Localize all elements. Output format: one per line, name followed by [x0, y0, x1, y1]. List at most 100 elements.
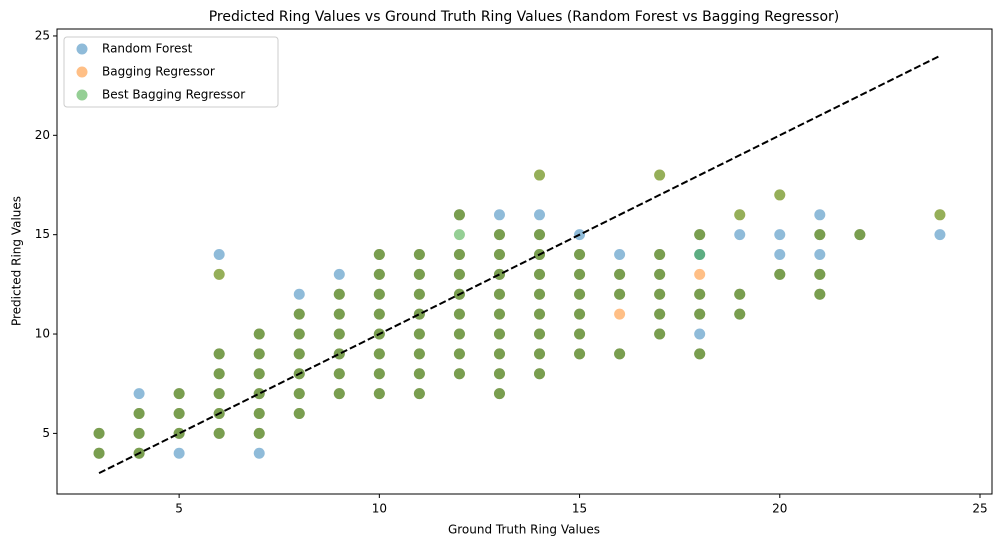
scatter-point — [253, 427, 265, 439]
scatter-point — [654, 328, 666, 340]
scatter-point — [453, 348, 465, 360]
scatter-point — [534, 368, 546, 380]
scatter-point — [534, 229, 546, 241]
scatter-point — [413, 328, 425, 340]
scatter-point — [373, 288, 385, 300]
scatter-point — [453, 249, 465, 261]
scatter-point — [293, 308, 305, 320]
scatter-point — [453, 368, 465, 380]
x-axis-label: Ground Truth Ring Values — [448, 523, 600, 537]
scatter-point — [934, 229, 946, 241]
scatter-point — [413, 308, 425, 320]
scatter-point — [574, 249, 586, 261]
scatter-point — [453, 268, 465, 280]
scatter-point — [453, 229, 465, 241]
scatter-point — [734, 288, 746, 300]
y-tick-label: 10 — [35, 327, 50, 341]
scatter-point — [413, 288, 425, 300]
scatter-point — [173, 388, 185, 400]
scatter-point — [694, 348, 706, 360]
scatter-point — [293, 348, 305, 360]
scatter-point — [493, 368, 505, 380]
scatter-point — [534, 169, 546, 181]
scatter-point — [614, 308, 626, 320]
scatter-point — [534, 209, 546, 221]
scatter-point — [814, 288, 826, 300]
scatter-point — [734, 308, 746, 320]
scatter-point — [934, 209, 946, 221]
scatter-point — [93, 427, 105, 439]
scatter-point — [814, 209, 826, 221]
scatter-point — [534, 308, 546, 320]
scatter-point — [333, 288, 345, 300]
scatter-point — [253, 447, 265, 459]
scatter-point — [774, 268, 786, 280]
y-axis-label: Predicted Ring Values — [10, 196, 24, 326]
scatter-point — [373, 308, 385, 320]
scatter-point — [654, 288, 666, 300]
scatter-point — [614, 268, 626, 280]
x-tick-label: 25 — [972, 502, 987, 516]
scatter-point — [413, 388, 425, 400]
scatter-point — [213, 268, 225, 280]
scatter-point — [654, 268, 666, 280]
scatter-point — [694, 249, 706, 261]
legend-label: Bagging Regressor — [102, 65, 215, 79]
scatter-point — [574, 348, 586, 360]
legend-label: Random Forest — [102, 42, 193, 56]
scatter-point — [133, 388, 145, 400]
scatter-point — [213, 249, 225, 261]
scatter-point — [493, 249, 505, 261]
scatter-point — [213, 348, 225, 360]
scatter-point — [493, 348, 505, 360]
scatter-point — [293, 328, 305, 340]
scatter-point — [574, 268, 586, 280]
scatter-point — [814, 249, 826, 261]
scatter-point — [213, 368, 225, 380]
y-tick-label: 15 — [35, 227, 50, 241]
scatter-point — [333, 368, 345, 380]
scatter-point — [333, 348, 345, 360]
scatter-point — [213, 427, 225, 439]
scatter-point — [574, 308, 586, 320]
legend-marker — [76, 43, 88, 55]
scatter-point — [614, 348, 626, 360]
scatter-point — [574, 288, 586, 300]
scatter-point — [453, 328, 465, 340]
scatter-point — [734, 229, 746, 241]
x-tick-label: 5 — [175, 502, 183, 516]
scatter-point — [333, 268, 345, 280]
scatter-point — [654, 308, 666, 320]
scatter-point — [293, 408, 305, 420]
scatter-point — [694, 229, 706, 241]
scatter-point — [413, 249, 425, 261]
scatter-point — [534, 288, 546, 300]
scatter-point — [453, 308, 465, 320]
legend-label: Best Bagging Regressor — [102, 88, 245, 102]
x-tick-label: 10 — [372, 502, 387, 516]
y-tick-label: 20 — [35, 128, 50, 142]
scatter-point — [694, 268, 706, 280]
scatter-point — [614, 249, 626, 261]
scatter-point — [253, 368, 265, 380]
scatter-point — [654, 249, 666, 261]
x-tick-label: 20 — [772, 502, 787, 516]
scatter-point — [413, 268, 425, 280]
scatter-point — [694, 308, 706, 320]
scatter-point — [133, 408, 145, 420]
y-tick-label: 25 — [35, 28, 50, 42]
scatter-point — [534, 268, 546, 280]
legend-box — [63, 36, 279, 108]
scatter-point — [814, 268, 826, 280]
scatter-point — [614, 288, 626, 300]
reference-line — [98, 54, 941, 475]
legend-marker — [76, 89, 88, 101]
x-tick-label: 15 — [572, 502, 587, 516]
legend-marker — [76, 66, 88, 78]
scatter-point — [253, 328, 265, 340]
scatter-point — [774, 189, 786, 201]
scatter-point — [694, 288, 706, 300]
scatter-point — [253, 348, 265, 360]
